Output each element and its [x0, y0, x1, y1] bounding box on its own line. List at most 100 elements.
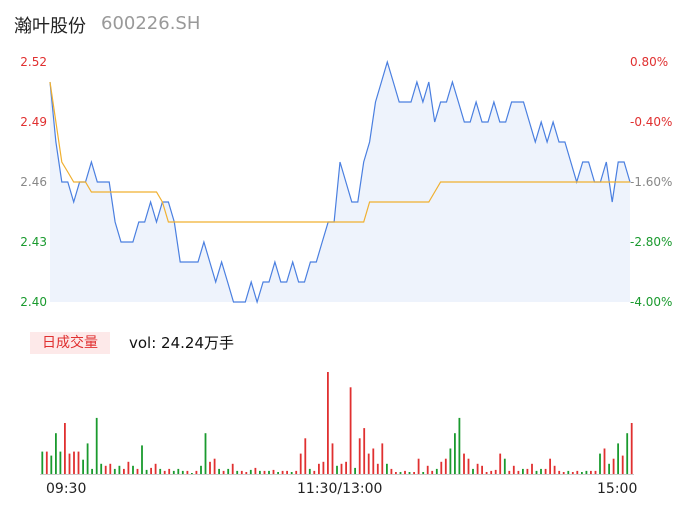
volume-bar [327, 372, 329, 474]
y-tick-label-right: -0.40% [630, 115, 672, 129]
daily-volume-tab[interactable]: 日成交量 [30, 332, 110, 354]
volume-bar [576, 470, 579, 474]
volume-bar [426, 465, 429, 474]
volume-bar [50, 455, 53, 474]
volume-bar [177, 468, 180, 474]
volume-bar [408, 472, 411, 474]
volume-bar [77, 451, 80, 474]
volume-bar [417, 458, 420, 474]
volume-bar [286, 470, 288, 474]
volume-bar [304, 438, 307, 474]
volume-bar [64, 423, 66, 474]
volume-bar [386, 463, 388, 474]
volume-bar [55, 433, 57, 474]
volume-bar [249, 469, 252, 474]
volume-bar [331, 443, 334, 474]
volume-bar [236, 470, 239, 474]
volume-bar [299, 453, 302, 474]
volume-bar [531, 463, 533, 474]
volume-bar [186, 470, 189, 474]
volume-bar [59, 451, 62, 474]
volume-bar [458, 417, 461, 474]
volume-bar [395, 472, 397, 474]
volume-bar [617, 443, 619, 474]
volume-bar [322, 461, 325, 474]
volume-bar [463, 453, 465, 474]
x-tick-midday: 11:30/13:00 [297, 481, 383, 497]
y-tick-label: 2.40 [20, 295, 47, 309]
volume-bar [490, 470, 493, 474]
volume-bar [95, 417, 98, 474]
volume-bar [526, 468, 529, 474]
volume-bar [150, 467, 152, 474]
volume-bar [599, 453, 601, 474]
volume-bar [263, 470, 266, 474]
volume-bar [476, 463, 479, 474]
stock-code: 600226.SH [101, 13, 201, 34]
volume-bar [558, 470, 561, 474]
volume-bar [612, 458, 615, 474]
volume-bar [485, 472, 488, 474]
volume-bar [281, 470, 284, 474]
volume-bar [499, 453, 502, 474]
volume-bar [82, 459, 84, 474]
volume-bar [512, 465, 515, 474]
volume-bar [159, 468, 162, 474]
volume-bar [200, 465, 202, 474]
volume-bar [422, 472, 425, 474]
x-tick-open: 09:30 [46, 481, 87, 497]
volume-bar [467, 458, 470, 474]
volume-bar [562, 472, 565, 474]
volume-bar [540, 468, 542, 474]
x-tick-close: 15:00 [597, 481, 638, 497]
volume-bar [109, 463, 112, 474]
volume-bar [141, 445, 143, 474]
volume-bar [594, 470, 597, 474]
volume-bar [195, 470, 198, 474]
volume-bar [113, 468, 116, 474]
volume-bar [372, 448, 375, 474]
volume-bar [535, 470, 538, 474]
volume-bar [118, 465, 121, 474]
volume-bar [340, 463, 343, 474]
volume-bar [571, 472, 574, 474]
volume-bar [318, 463, 320, 474]
volume-bar [222, 470, 225, 474]
volume-bar [154, 463, 157, 474]
volume-bar [544, 468, 547, 474]
volume-bar [454, 433, 456, 474]
volume-bar [367, 453, 370, 474]
volume-bar [603, 448, 606, 474]
stock-name: 瀚叶股份 [14, 16, 86, 37]
volume-bar [91, 468, 93, 474]
volume-bar [295, 470, 298, 474]
volume-bar [358, 438, 361, 474]
volume-bar [277, 472, 279, 474]
volume-bar [431, 470, 434, 474]
volume-bar [553, 465, 556, 474]
volume-bar [86, 443, 89, 474]
y-tick-label-right: -2.80% [630, 235, 672, 249]
volume-bar [127, 461, 130, 474]
volume-bar [227, 468, 230, 474]
volume-bar [472, 468, 474, 474]
volume-bar [585, 470, 588, 474]
y-tick-label-right: -1.60% [630, 175, 672, 189]
volume-bar [100, 463, 103, 474]
volume-bar [354, 467, 356, 474]
volume-bar [413, 472, 415, 474]
volume-bar [136, 468, 139, 474]
volume-bar [209, 461, 211, 474]
volume-bar [349, 387, 352, 474]
volume-bar [245, 472, 248, 474]
volume-bar [168, 468, 171, 474]
volume-bar [381, 443, 384, 474]
volume-bar [73, 451, 75, 474]
volume-bar [621, 455, 624, 474]
volume-bar [45, 451, 48, 474]
price-line [49, 59, 631, 305]
volume-bar [240, 470, 243, 474]
volume-bar [522, 468, 524, 474]
volume-bar [268, 470, 270, 474]
volume-bar [508, 470, 511, 474]
